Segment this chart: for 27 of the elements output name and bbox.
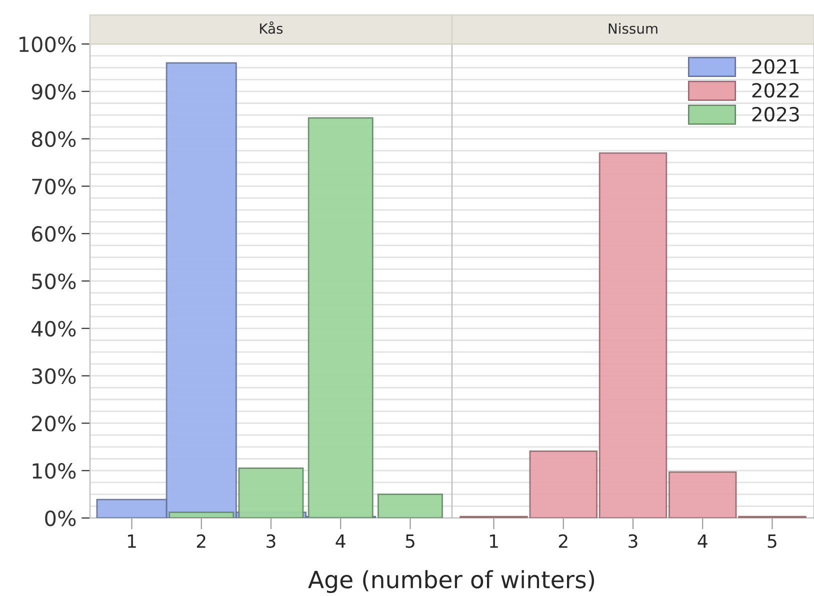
y-tick-label: 30% [32,368,76,384]
y-tick-label: 10% [32,463,76,479]
chart-title: Nissum [608,23,658,34]
x-tick-label: 4 [336,534,346,548]
y-tick-label: 60% [32,226,76,242]
y-tick-label: 50% [32,273,76,290]
y-tick-label: 70% [32,178,76,194]
y-tick-label: 40% [32,320,76,337]
chart-title: Kås [260,21,283,34]
legend-label: 2023 [752,106,799,122]
x-tick-label: 3 [266,534,276,548]
x-tick-label: 2 [558,534,568,548]
y-tick-label: 20% [32,416,76,432]
y-tick-label: 80% [32,131,76,148]
y-tick-label: 90% [32,84,76,100]
x-tick-label: 5 [406,534,414,548]
x-axis-title: Age (number of winters) [308,570,594,594]
y-tick-label: 100% [20,36,76,52]
y-tick-label: 0% [45,510,76,526]
legend-label: 2021 [752,59,799,74]
x-tick-label: 2 [196,534,206,548]
x-tick-label: 5 [768,534,776,548]
x-tick-label: 1 [490,534,498,548]
x-tick-label: 4 [698,534,708,548]
x-tick-label: 3 [628,534,638,548]
legend-label: 2022 [752,83,798,98]
x-tick-label: 1 [128,534,136,548]
